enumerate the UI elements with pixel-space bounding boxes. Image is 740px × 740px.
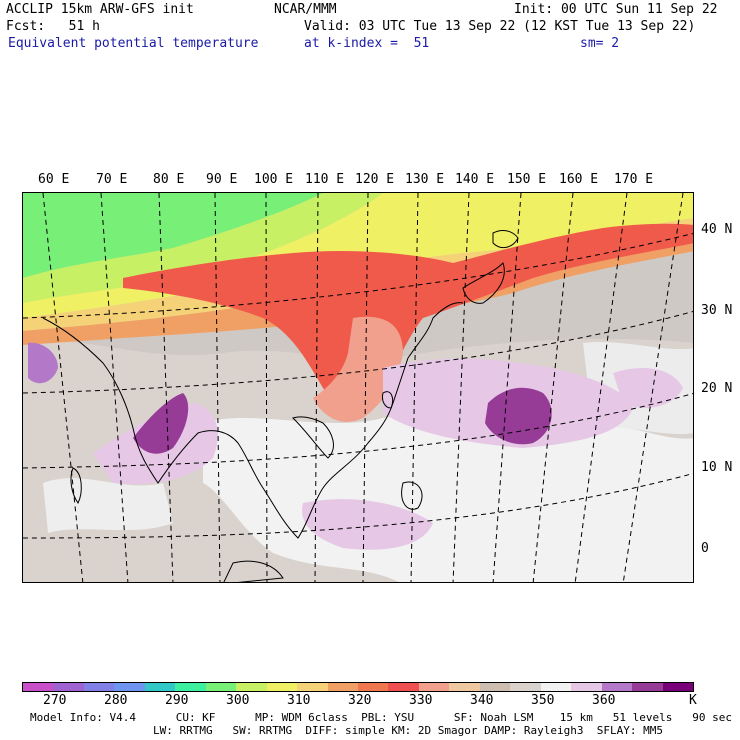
colorbar-label: 300 <box>226 693 250 708</box>
colorbar-swatch <box>479 683 511 691</box>
theta-e-map <box>22 192 694 583</box>
lat-label: 10 N <box>701 460 733 475</box>
colorbar-swatch <box>114 683 145 691</box>
purple-india-core <box>133 393 189 454</box>
smoothing-label: sm= 2 <box>580 36 620 51</box>
colorbar-label: 330 <box>409 693 433 708</box>
colorbar-label: 340 <box>470 693 494 708</box>
colorbar-swatch <box>23 683 54 691</box>
colorbar-swatch <box>632 683 663 691</box>
field-white-west <box>43 478 173 533</box>
colorbar-swatch <box>297 683 328 691</box>
valid-time: Valid: 03 UTC Tue 13 Sep 22 (12 KST Tue … <box>304 19 696 34</box>
lon-label: 140 E <box>455 172 495 187</box>
colorbar-swatch <box>83 683 115 691</box>
model-title: ACCLIP 15km ARW-GFS init <box>6 2 194 17</box>
colorbar-swatch <box>510 683 541 691</box>
colorbar-label: 280 <box>104 693 128 708</box>
colorbar-swatch <box>205 683 237 691</box>
init-time: Init: 00 UTC Sun 11 Sep 22 <box>514 2 718 17</box>
colorbar-swatch <box>144 683 176 691</box>
lon-label: 170 E <box>614 172 654 187</box>
purple-typhoon <box>485 387 552 445</box>
purple-west <box>28 342 58 384</box>
level-index: at k-index = 51 <box>304 36 430 51</box>
lon-label: 100 E <box>254 172 294 187</box>
lon-label: 110 E <box>305 172 345 187</box>
colorbar-label: 350 <box>531 693 555 708</box>
colorbar-swatch <box>388 683 419 691</box>
lon-label: 80 E <box>153 172 185 187</box>
graticule <box>23 193 693 582</box>
colorbar-swatch <box>357 683 389 691</box>
colorbar-swatch <box>327 683 358 691</box>
colorbar-swatch <box>662 683 693 691</box>
lon-label: 60 E <box>38 172 70 187</box>
colorbar-swatch <box>175 683 206 691</box>
colorbar-swatch <box>266 683 298 691</box>
band-lightgreen <box>23 193 383 303</box>
lat-label: 20 N <box>701 381 733 396</box>
lon-label: 150 E <box>507 172 547 187</box>
colorbar-swatch <box>449 683 480 691</box>
colorbar-label: 290 <box>165 693 189 708</box>
colorbar-swatch <box>418 683 450 691</box>
field-name: Equivalent potential temperature <box>8 36 259 51</box>
lat-label: 30 N <box>701 303 733 318</box>
colorbar-label: 360 <box>592 693 616 708</box>
colorbar-unit: K <box>689 693 697 708</box>
colorbar <box>22 682 694 692</box>
colorbar-swatch <box>601 683 633 691</box>
organization-label: NCAR/MMM <box>274 2 337 17</box>
lon-label: 90 E <box>206 172 238 187</box>
colorbar-swatch <box>540 683 572 691</box>
model-info-line1: Model Info: V4.4 CU: KF MP: WDM 6class P… <box>30 711 732 724</box>
lat-label: 40 N <box>701 222 733 237</box>
purple-light-south <box>302 499 433 550</box>
lon-label: 130 E <box>405 172 445 187</box>
band-salmon <box>313 316 403 422</box>
band-green <box>23 193 323 278</box>
colorbar-swatch <box>571 683 602 691</box>
band-red <box>123 223 693 406</box>
colorbar-swatch <box>53 683 84 691</box>
lon-label: 160 E <box>559 172 599 187</box>
model-info-line2: LW: RRTMG SW: RRTMG DIFF: simple KM: 2D … <box>153 724 663 737</box>
colorbar-label: 270 <box>43 693 67 708</box>
lat-label: 0 <box>701 541 709 556</box>
lon-label: 120 E <box>355 172 395 187</box>
lon-label: 70 E <box>96 172 128 187</box>
colorbar-swatch <box>236 683 267 691</box>
forecast-hour: Fcst: 51 h <box>6 19 100 34</box>
colorbar-label: 310 <box>287 693 311 708</box>
colorbar-label: 320 <box>348 693 372 708</box>
coastlines <box>42 230 519 582</box>
purple-light-east <box>613 368 683 408</box>
